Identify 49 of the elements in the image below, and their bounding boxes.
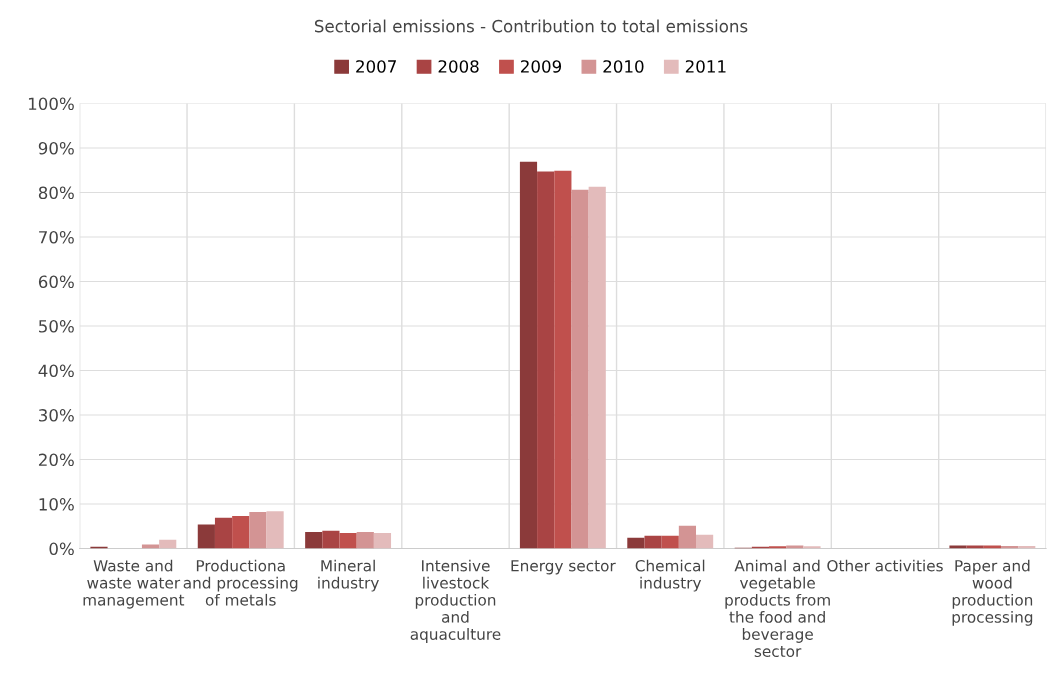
y-tick-label: 20% xyxy=(38,453,74,467)
bar xyxy=(249,512,267,549)
bar xyxy=(661,535,679,549)
x-tick-label: Chemical industry xyxy=(635,559,705,592)
bar xyxy=(966,545,984,549)
bar xyxy=(983,545,1001,549)
bar xyxy=(519,161,538,549)
bar xyxy=(266,511,284,549)
y-tick-label: 70% xyxy=(39,230,74,244)
bar xyxy=(214,517,233,549)
bar xyxy=(339,532,357,549)
bar xyxy=(537,171,555,549)
bar xyxy=(305,532,323,549)
bar xyxy=(696,534,714,549)
y-tick-label: 40% xyxy=(38,364,74,378)
x-tick-label: Productiona and processing of metals xyxy=(183,559,298,606)
bar xyxy=(644,535,662,549)
bar xyxy=(571,189,589,549)
x-tick-label: Mineral industry xyxy=(318,559,379,592)
x-tick-label: Energy sector xyxy=(511,560,616,575)
chart-title: Sectorial emissions - Contribution to total emissions xyxy=(314,19,748,33)
legend-label: 2009 xyxy=(521,60,562,73)
y-tick-label: 10% xyxy=(39,498,74,511)
bar xyxy=(197,524,215,549)
y-tick-label: 80% xyxy=(38,186,74,200)
bar xyxy=(232,516,250,549)
bar xyxy=(678,525,697,549)
bar xyxy=(949,545,967,549)
legend-label: 2007 xyxy=(356,60,396,73)
x-tick-label: Waste and waste water management xyxy=(83,559,185,609)
legend-label: 2008 xyxy=(438,60,479,73)
legend-label: 2010 xyxy=(603,60,644,73)
x-tick-label: Intensive livestock production and aquaculture xyxy=(410,559,501,643)
legend-label: 2011 xyxy=(685,60,726,73)
bar xyxy=(373,532,392,549)
y-tick-label: 100% xyxy=(28,97,74,111)
x-tick-label: Paper and wood production processing xyxy=(952,559,1033,626)
y-tick-label: 50% xyxy=(39,319,74,333)
y-tick-label: 30% xyxy=(39,409,74,422)
y-tick-label: 90% xyxy=(38,141,74,155)
bar xyxy=(803,546,821,549)
bar xyxy=(554,170,572,549)
y-tick-label: 60% xyxy=(38,275,74,289)
y-tick-label: 0% xyxy=(49,542,74,556)
bar xyxy=(786,545,804,549)
bar xyxy=(627,537,645,549)
bar xyxy=(588,186,606,549)
bar xyxy=(322,530,340,549)
bar xyxy=(356,532,374,549)
